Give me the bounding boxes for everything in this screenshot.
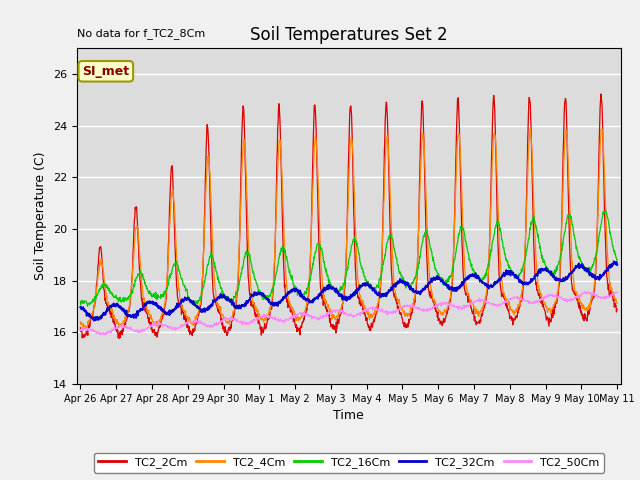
TC2_16Cm	[502, 257, 510, 263]
Y-axis label: Soil Temperature (C): Soil Temperature (C)	[35, 152, 47, 280]
TC2_2Cm	[183, 324, 191, 330]
TC2_32Cm	[433, 275, 440, 281]
TC2_4Cm	[77, 319, 84, 325]
TC2_32Cm	[257, 290, 264, 296]
TC2_2Cm	[613, 307, 621, 312]
TC2_16Cm	[550, 270, 557, 276]
TC2_32Cm	[610, 259, 618, 264]
TC2_16Cm	[183, 287, 191, 292]
TC2_50Cm	[257, 313, 264, 319]
TC2_4Cm	[433, 303, 440, 309]
Legend: TC2_2Cm, TC2_4Cm, TC2_16Cm, TC2_32Cm, TC2_50Cm: TC2_2Cm, TC2_4Cm, TC2_16Cm, TC2_32Cm, TC…	[93, 453, 604, 472]
TC2_32Cm	[502, 267, 510, 273]
TC2_32Cm	[90, 318, 98, 324]
Text: No data for f_TC2_8Cm: No data for f_TC2_8Cm	[77, 28, 205, 39]
TC2_50Cm	[581, 289, 589, 295]
TC2_2Cm	[115, 336, 123, 341]
Line: TC2_16Cm: TC2_16Cm	[81, 211, 617, 306]
TC2_50Cm	[77, 327, 84, 333]
TC2_32Cm	[196, 307, 204, 312]
TC2_50Cm	[196, 321, 204, 326]
TC2_4Cm	[613, 300, 621, 306]
X-axis label: Time: Time	[333, 409, 364, 422]
TC2_16Cm	[196, 294, 204, 300]
TC2_2Cm	[196, 307, 204, 312]
Line: TC2_32Cm: TC2_32Cm	[81, 262, 617, 321]
TC2_32Cm	[550, 273, 557, 278]
TC2_4Cm	[257, 314, 264, 320]
Line: TC2_2Cm: TC2_2Cm	[81, 94, 617, 338]
TC2_50Cm	[502, 299, 510, 304]
Text: SI_met: SI_met	[82, 65, 129, 78]
Line: TC2_4Cm: TC2_4Cm	[81, 129, 617, 330]
Title: Soil Temperatures Set 2: Soil Temperatures Set 2	[250, 25, 447, 44]
TC2_16Cm	[257, 288, 264, 294]
TC2_2Cm	[597, 91, 605, 97]
TC2_50Cm	[433, 302, 440, 308]
TC2_4Cm	[550, 302, 558, 308]
TC2_2Cm	[550, 304, 557, 310]
TC2_32Cm	[183, 297, 191, 302]
Line: TC2_50Cm: TC2_50Cm	[81, 292, 617, 335]
TC2_32Cm	[77, 304, 84, 310]
TC2_4Cm	[196, 300, 204, 306]
TC2_16Cm	[613, 257, 621, 263]
TC2_16Cm	[433, 268, 440, 274]
TC2_4Cm	[527, 126, 534, 132]
TC2_4Cm	[183, 313, 191, 319]
TC2_50Cm	[550, 293, 557, 299]
TC2_2Cm	[433, 308, 440, 313]
TC2_4Cm	[79, 327, 86, 333]
TC2_16Cm	[84, 303, 92, 309]
TC2_16Cm	[602, 208, 609, 214]
TC2_4Cm	[502, 296, 510, 301]
TC2_2Cm	[77, 325, 84, 331]
TC2_16Cm	[77, 300, 84, 305]
TC2_32Cm	[613, 262, 621, 268]
TC2_2Cm	[257, 326, 264, 332]
TC2_50Cm	[613, 290, 621, 296]
TC2_50Cm	[183, 321, 191, 326]
TC2_50Cm	[100, 332, 108, 338]
TC2_2Cm	[502, 298, 510, 304]
